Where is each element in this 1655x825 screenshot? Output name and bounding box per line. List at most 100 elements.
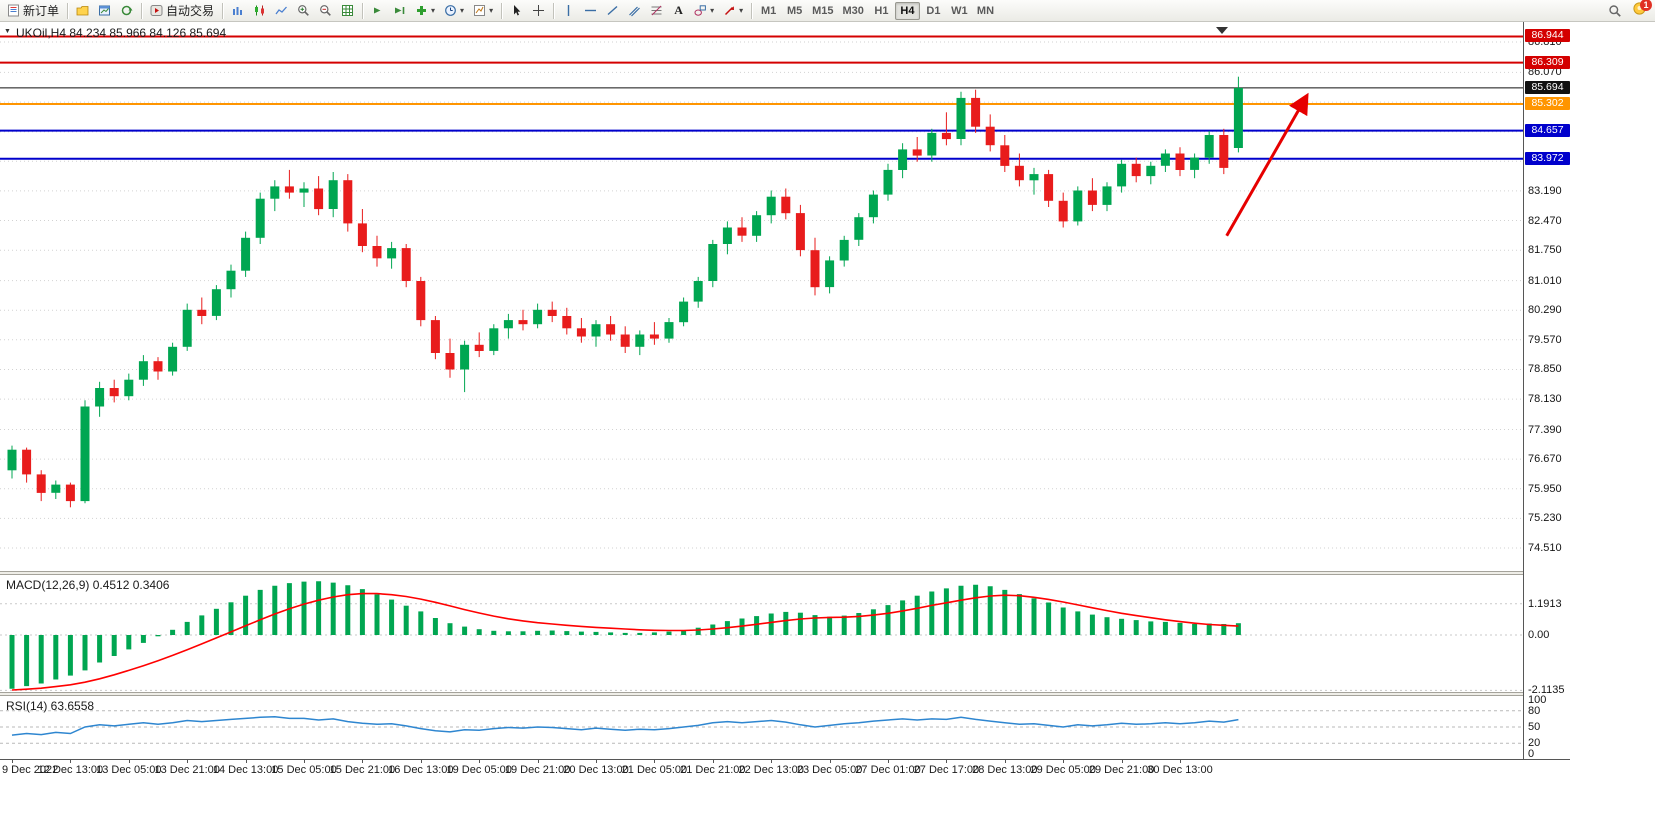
chart-shift-button[interactable] — [389, 1, 410, 20]
text-tool-icon: A — [674, 3, 683, 17]
line-chart-icon — [275, 4, 288, 17]
bar-chart-button[interactable] — [227, 1, 248, 20]
price-axis[interactable]: 86.81086.07083.19082.47081.75081.01080.2… — [1523, 22, 1570, 760]
candles-layer — [7, 76, 1243, 508]
price-label: 75.950 — [1528, 482, 1562, 495]
chart-window: 86.81086.07083.19082.47081.75081.01080.2… — [0, 22, 1655, 825]
arrow-tool-icon — [723, 4, 736, 17]
time-label: 15 Dec 21:00 — [329, 764, 396, 776]
text-button[interactable]: A — [668, 1, 689, 20]
timeframe-toolbar: M1 M5 M15 M30 H1 H4 D1 W1 MN — [756, 1, 998, 20]
profiles-icon — [76, 4, 89, 17]
horizontal-line-icon — [584, 4, 597, 17]
toolbar-separator — [67, 2, 69, 19]
toolbar-right-group: 1 — [1604, 0, 1652, 21]
crosshair-button[interactable] — [528, 1, 549, 20]
add-indicator-icon — [415, 4, 428, 17]
horizontal-price-lines — [0, 35, 1523, 160]
time-label: 29 Dec 21:00 — [1088, 764, 1155, 776]
time-label: 27 Dec 17:00 — [913, 764, 980, 776]
fibonacci-button[interactable] — [646, 1, 667, 20]
arrows-tool-button[interactable]: ▾ — [719, 1, 747, 20]
price-label: 80.290 — [1528, 304, 1562, 317]
chart-shift-icon — [393, 4, 406, 17]
alerts-button[interactable]: 1 — [1632, 0, 1652, 21]
time-label: 13 Dec 21:00 — [154, 764, 220, 776]
panel-splitter[interactable] — [0, 692, 1570, 696]
macd-histogram — [9, 581, 1241, 689]
macd-indicator-panel[interactable] — [0, 575, 1523, 692]
rsi-indicator-panel[interactable] — [0, 696, 1523, 759]
zoom-in-icon — [297, 4, 310, 17]
bar-chart-icon — [231, 4, 244, 17]
rsi-axis-label: 0 — [1528, 748, 1535, 760]
time-label: 28 Dec 13:00 — [972, 764, 1038, 776]
crosshair-icon — [532, 4, 545, 17]
refresh-button[interactable] — [116, 1, 137, 20]
timeframe-mn-button[interactable]: MN — [973, 2, 998, 20]
timeframe-d1-button[interactable]: D1 — [921, 2, 946, 20]
main-toolbar: 新订单 自动交易 ▾ ▾ ▾ A ▾ ▾ M1 M5 M15 M30 H1 H4 D1 W1 M… — [0, 0, 1655, 22]
indicators-button[interactable]: ▾ — [411, 1, 439, 20]
search-button[interactable] — [1604, 1, 1626, 20]
candlestick-chart-button[interactable] — [249, 1, 270, 20]
time-label: 19 Dec 21:00 — [504, 764, 571, 776]
time-label: 21 Dec 21:00 — [680, 764, 746, 776]
auto-scroll-button[interactable] — [367, 1, 388, 20]
auto-trading-button[interactable]: 自动交易 — [146, 1, 218, 20]
shapes-button[interactable]: ▾ — [690, 1, 718, 20]
horizontal-line-button[interactable] — [580, 1, 601, 20]
timeframe-m30-button[interactable]: M30 — [839, 2, 868, 20]
zoom-out-button[interactable] — [315, 1, 336, 20]
zoom-in-button[interactable] — [293, 1, 314, 20]
main-price-chart[interactable] — [0, 22, 1523, 571]
time-tick — [596, 760, 597, 763]
dropdown-caret-icon: ▾ — [739, 5, 744, 15]
timeframe-h4-button[interactable]: H4 — [894, 1, 920, 20]
line-chart-button[interactable] — [271, 1, 292, 20]
time-tick — [245, 760, 247, 763]
price-badge-86.944: 86.944 — [1525, 29, 1570, 43]
timeframe-m15-button[interactable]: M15 — [808, 2, 837, 20]
trend-arrow[interactable] — [1225, 92, 1309, 237]
toolbar-separator — [222, 2, 224, 19]
periods-button[interactable]: ▾ — [440, 1, 468, 20]
time-label: 23 Dec 05:00 — [796, 764, 863, 776]
timeframe-h1-button[interactable]: H1 — [869, 2, 894, 20]
cursor-button[interactable] — [506, 1, 527, 20]
profiles-button[interactable] — [72, 1, 93, 20]
time-tick — [1004, 760, 1006, 763]
time-tick — [712, 760, 714, 763]
time-tick — [304, 760, 305, 763]
timeframe-m5-button[interactable]: M5 — [782, 2, 807, 20]
price-label: 82.470 — [1528, 214, 1562, 227]
new-order-button[interactable]: 新订单 — [3, 1, 63, 20]
templates-button[interactable]: ▾ — [469, 1, 497, 20]
timeframe-m1-button[interactable]: M1 — [756, 2, 781, 20]
chart-title: UKOil,H4 84.234 85.966 84.126 85.694 — [16, 26, 227, 40]
time-tick — [829, 760, 831, 763]
panel-splitter[interactable] — [0, 571, 1570, 575]
one-click-trading-toggle-icon[interactable]: ▼ — [4, 28, 11, 35]
channel-button[interactable] — [624, 1, 645, 20]
toolbar-separator — [362, 2, 364, 19]
time-axis[interactable]: 9 Dec 2022 12 Dec 13:00 13 Dec 05:00 13 Dec… — [0, 759, 1570, 781]
new-chart-button[interactable] — [94, 1, 115, 20]
time-label: 19 Dec 05:00 — [446, 764, 512, 776]
macd-label: MACD(12,26,9) 0.4512 0.3406 — [6, 578, 170, 592]
template-icon — [473, 4, 486, 17]
grid-button[interactable] — [337, 1, 358, 20]
trendline-button[interactable] — [602, 1, 623, 20]
rsi-levels — [0, 710, 1523, 744]
time-tick — [70, 760, 72, 763]
timeframe-w1-button[interactable]: W1 — [947, 2, 972, 20]
trendline-icon — [606, 4, 619, 17]
vertical-line-button[interactable] — [558, 1, 579, 20]
cursor-icon — [510, 4, 523, 17]
time-label: 22 Dec 13:00 — [738, 764, 804, 776]
time-tick — [1121, 760, 1123, 763]
notification-count-badge: 1 — [1640, 0, 1652, 11]
chart-shift-marker[interactable] — [1216, 27, 1228, 34]
time-tick — [1063, 760, 1065, 763]
time-label: 30 Dec 13:00 — [1147, 764, 1213, 776]
